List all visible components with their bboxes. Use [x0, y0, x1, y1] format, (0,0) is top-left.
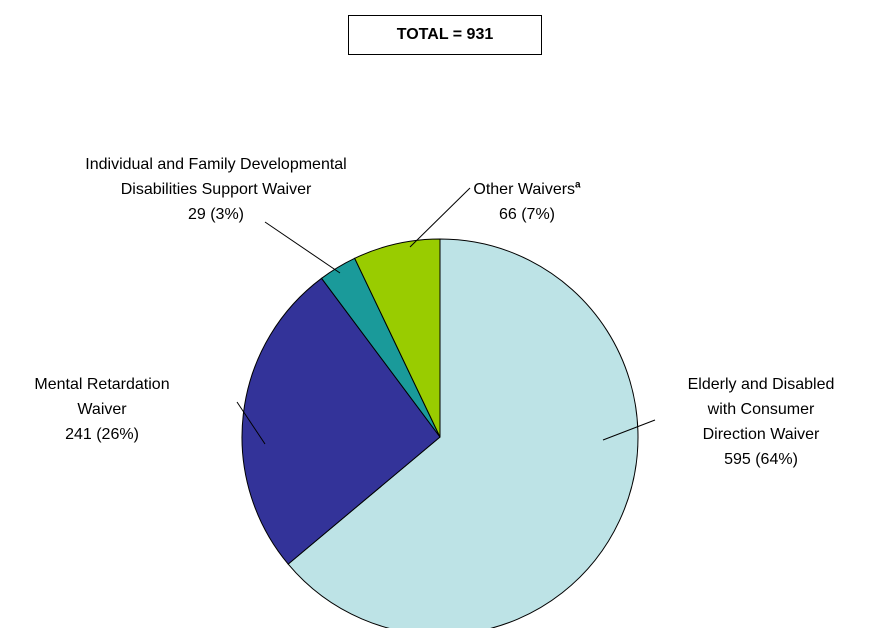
pie-slice — [287, 238, 639, 628]
slice-name: Individual and Family Developmental Disa… — [85, 156, 347, 198]
leader-line — [264, 221, 341, 274]
pie-slice — [241, 277, 441, 565]
slice-value-label: 66 (7%) — [498, 206, 556, 223]
leader-line — [236, 401, 266, 445]
chart-title: TOTAL = 931 — [348, 15, 542, 55]
footnote-mark: a — [575, 179, 581, 191]
slice-label: Mental Retardation Waiver 241 (26%) — [22, 372, 182, 447]
slice-label: Elderly and Disabled with Consumer Direc… — [681, 372, 841, 472]
leader-line — [409, 187, 471, 248]
slice-value-label: 595 (64%) — [724, 451, 798, 468]
slice-value-label: 241 (26%) — [65, 426, 139, 443]
slice-name: Elderly and Disabled with Consumer Direc… — [687, 376, 835, 443]
slice-value-label: 29 (3%) — [187, 206, 245, 223]
slice-name: Other Waivers — [473, 181, 576, 198]
slice-label: Other Waiversa 66 (7%) — [427, 177, 627, 227]
pie-slice — [354, 238, 441, 438]
slice-name: Mental Retardation Waiver — [34, 376, 170, 418]
leader-line — [602, 419, 656, 441]
slice-label: Individual and Family Developmental Disa… — [66, 152, 366, 227]
